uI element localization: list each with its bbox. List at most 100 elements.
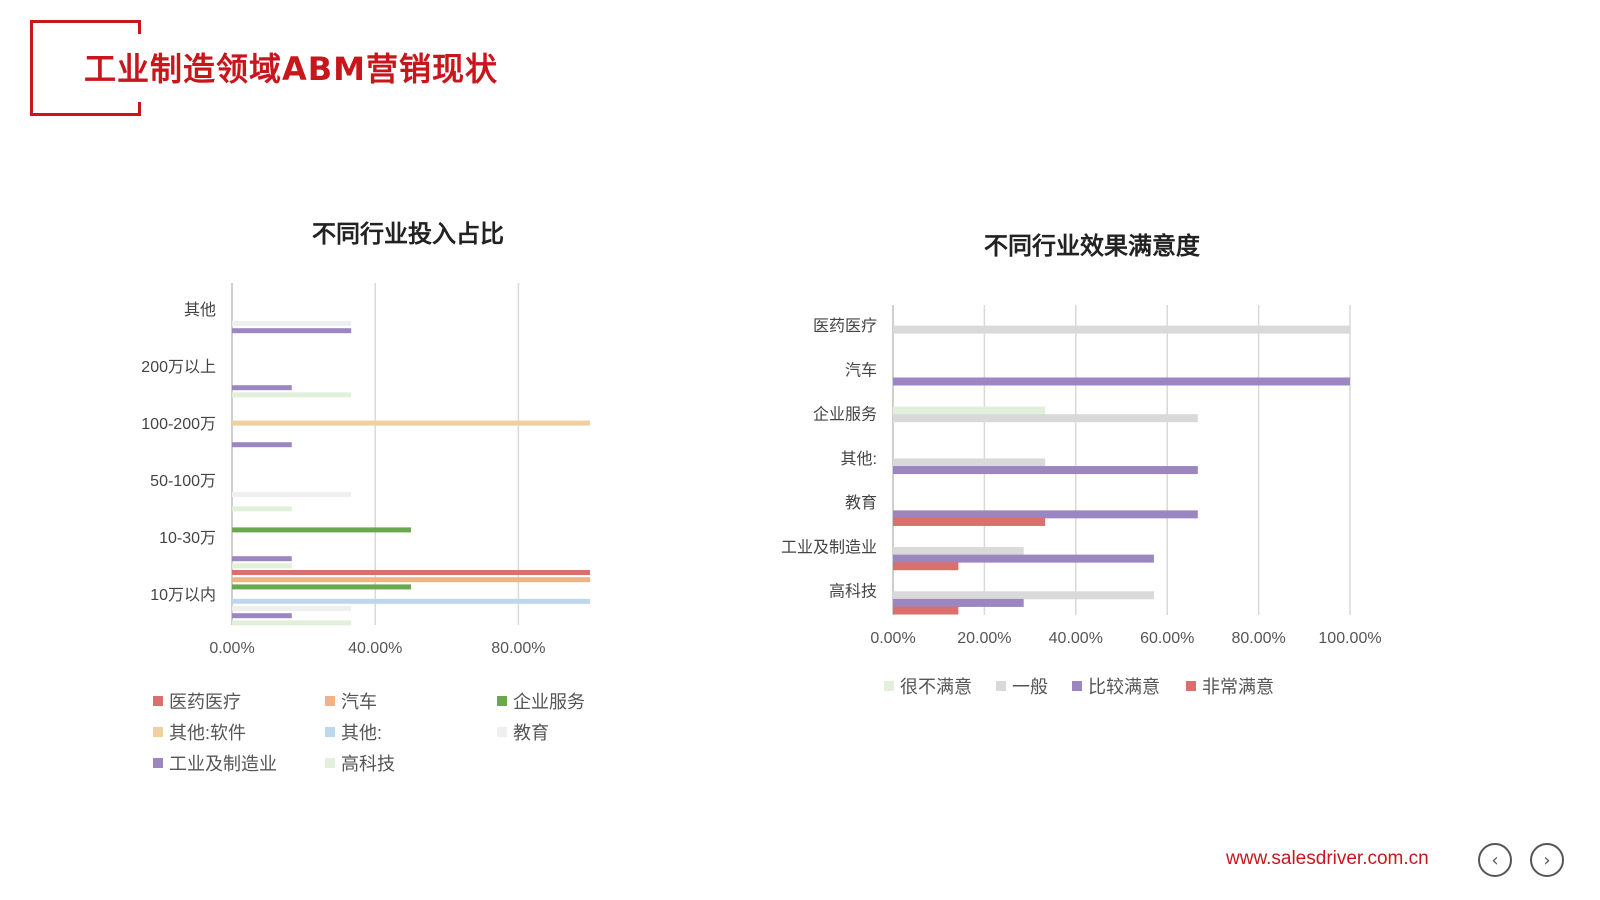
legend-item: 一般 bbox=[996, 673, 1048, 699]
bar-比较满意 bbox=[893, 377, 1350, 386]
legend-item: 非常满意 bbox=[1186, 673, 1274, 699]
category-label: 其他 bbox=[184, 301, 216, 319]
bar-其他:软件 bbox=[232, 420, 590, 426]
bar-比较满意 bbox=[893, 554, 1154, 563]
legend-item: 汽车 bbox=[325, 688, 377, 714]
bar-企业服务 bbox=[232, 527, 411, 533]
category-label: 高科技 bbox=[829, 583, 877, 601]
x-tick-label: 0.00% bbox=[870, 630, 915, 647]
chevron-left-icon: ‹ bbox=[1491, 849, 1499, 871]
legend-label: 教育 bbox=[513, 723, 549, 743]
legend-label: 汽车 bbox=[341, 692, 377, 712]
legend-swatch bbox=[497, 696, 507, 706]
legend-label: 工业及制造业 bbox=[169, 754, 277, 774]
category-label: 企业服务 bbox=[813, 406, 877, 424]
category-label: 100-200万 bbox=[141, 416, 216, 433]
x-tick-label: 80.00% bbox=[1231, 630, 1285, 647]
legend-label: 很不满意 bbox=[900, 677, 972, 697]
legend-label: 企业服务 bbox=[513, 692, 585, 712]
bar-其他: bbox=[232, 598, 590, 604]
legend-label: 医药医疗 bbox=[169, 692, 241, 712]
bar-工业及制造业 bbox=[232, 328, 352, 334]
legend-item: 很不满意 bbox=[884, 673, 972, 699]
bar-汽车 bbox=[232, 577, 590, 583]
category-label: 10万以内 bbox=[150, 586, 216, 604]
bar-非常满意 bbox=[893, 606, 959, 615]
legend-swatch bbox=[1072, 681, 1082, 691]
legend-label: 比较满意 bbox=[1088, 677, 1160, 697]
chevron-right-icon: › bbox=[1543, 849, 1551, 871]
category-label: 工业及制造业 bbox=[781, 538, 877, 556]
bar-一般 bbox=[893, 325, 1350, 334]
legend-item: 工业及制造业 bbox=[153, 750, 277, 776]
legend-swatch bbox=[996, 681, 1006, 691]
bar-高科技 bbox=[232, 563, 292, 569]
bar-高科技 bbox=[232, 392, 352, 398]
bar-工业及制造业 bbox=[232, 556, 292, 562]
bar-一般 bbox=[893, 591, 1154, 600]
legend-item: 医药医疗 bbox=[153, 688, 241, 714]
x-tick-label: 0.00% bbox=[209, 640, 254, 657]
legend-label: 其他:软件 bbox=[169, 723, 247, 743]
category-label: 其他: bbox=[841, 450, 877, 468]
category-label: 10-30万 bbox=[159, 530, 216, 547]
legend-item: 其他:软件 bbox=[153, 719, 246, 745]
bar-一般 bbox=[893, 414, 1198, 423]
bar-比较满意 bbox=[893, 466, 1198, 475]
bar-比较满意 bbox=[893, 510, 1198, 519]
previous-page-button[interactable]: ‹ bbox=[1478, 843, 1512, 877]
legend-swatch bbox=[153, 696, 163, 706]
bar-非常满意 bbox=[893, 562, 959, 571]
x-tick-label: 100.00% bbox=[1318, 630, 1381, 647]
category-label: 教育 bbox=[845, 494, 877, 512]
legend-swatch bbox=[1186, 681, 1196, 691]
legend-swatch bbox=[153, 727, 163, 737]
bar-教育 bbox=[232, 492, 352, 497]
legend-swatch bbox=[884, 681, 894, 691]
footer-website-url[interactable]: www.salesdriver.com.cn bbox=[1226, 848, 1429, 869]
bar-高科技 bbox=[232, 506, 292, 512]
title-bracket-decoration bbox=[30, 20, 141, 116]
bar-企业服务 bbox=[232, 584, 411, 590]
category-label: 200万以上 bbox=[141, 358, 216, 376]
chart-title-investment: 不同行业投入占比 bbox=[312, 220, 504, 248]
bar-工业及制造业 bbox=[232, 442, 292, 448]
category-label: 汽车 bbox=[845, 361, 877, 379]
legend-swatch bbox=[497, 727, 507, 737]
category-label: 50-100万 bbox=[150, 473, 216, 490]
bar-医药医疗 bbox=[232, 570, 590, 575]
bar-很不满意 bbox=[893, 406, 1046, 415]
legend-swatch bbox=[325, 727, 335, 737]
legend-label: 一般 bbox=[1012, 677, 1048, 697]
chart-title-satisfaction: 不同行业效果满意度 bbox=[984, 232, 1200, 260]
x-tick-label: 80.00% bbox=[491, 640, 545, 657]
bar-非常满意 bbox=[893, 517, 1046, 526]
bar-一般 bbox=[893, 458, 1046, 467]
legend-swatch bbox=[325, 758, 335, 768]
legend-item: 高科技 bbox=[325, 750, 395, 776]
legend-item: 其他: bbox=[325, 719, 382, 745]
category-label: 医药医疗 bbox=[813, 317, 877, 335]
legend-label: 其他: bbox=[341, 723, 383, 743]
bar-工业及制造业 bbox=[232, 613, 292, 619]
legend-label: 非常满意 bbox=[1202, 677, 1274, 697]
x-tick-label: 20.00% bbox=[957, 630, 1011, 647]
bar-教育 bbox=[232, 321, 352, 326]
bar-高科技 bbox=[232, 620, 352, 626]
legend-label: 高科技 bbox=[341, 754, 395, 774]
legend-item: 比较满意 bbox=[1072, 673, 1160, 699]
next-page-button[interactable]: › bbox=[1530, 843, 1564, 877]
x-tick-label: 60.00% bbox=[1140, 630, 1194, 647]
x-tick-label: 40.00% bbox=[348, 640, 402, 657]
page-title: 工业制造领域ABM营销现状 bbox=[84, 50, 499, 88]
bar-一般 bbox=[893, 547, 1024, 556]
legend-item: 企业服务 bbox=[497, 688, 585, 714]
bar-比较满意 bbox=[893, 598, 1024, 607]
legend-swatch bbox=[325, 696, 335, 706]
legend-item: 教育 bbox=[497, 719, 549, 745]
bar-工业及制造业 bbox=[232, 385, 292, 391]
bar-教育 bbox=[232, 606, 352, 611]
legend-swatch bbox=[153, 758, 163, 768]
